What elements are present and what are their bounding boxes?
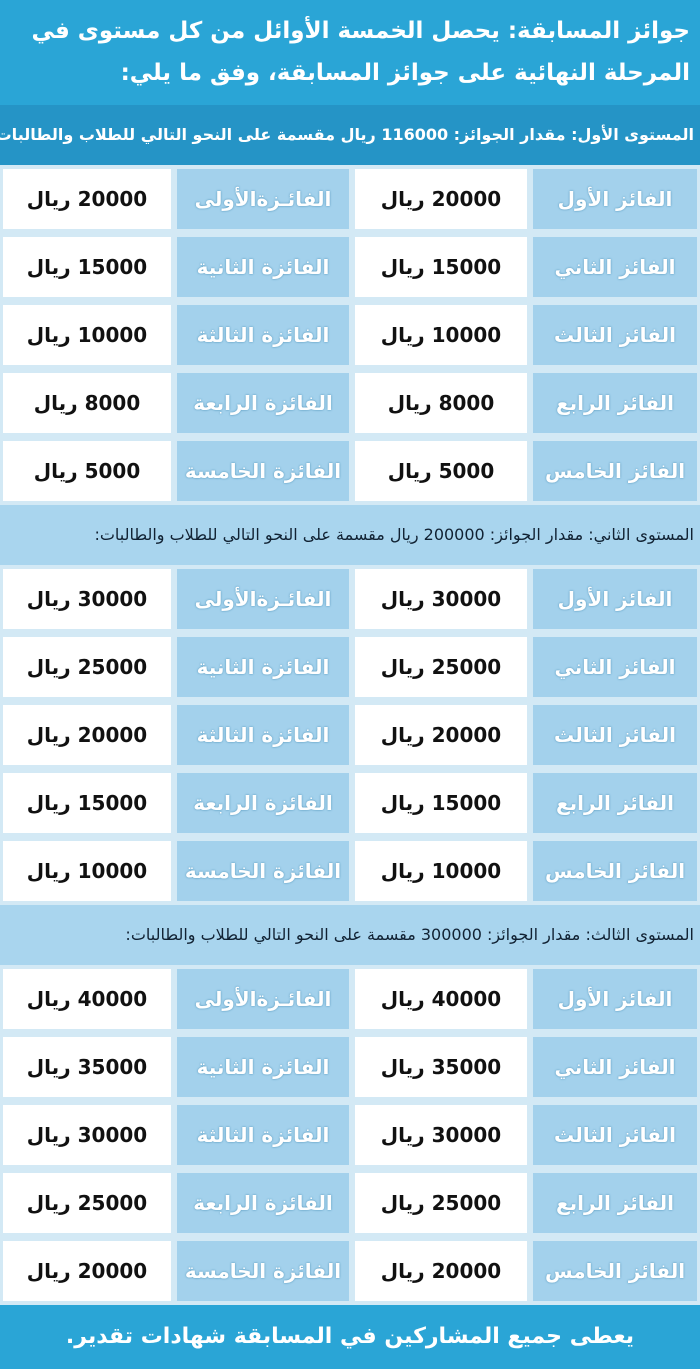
prize-amount: 35000 ريال: [355, 1037, 527, 1097]
rank-label: الفائزة الثالثة: [177, 705, 349, 765]
level-heading: المستوى الثاني: مقدار الجوائز: 200000 ري…: [0, 505, 700, 565]
prize-row: الفائز الثاني 35000 ريال الفائزة الثانية 35…: [0, 1033, 700, 1101]
rank-label: الفائـزةالأولى: [177, 969, 349, 1029]
rank-label: الفائز الرابع: [533, 373, 697, 433]
prize-amount: 15000 ريال: [355, 773, 527, 833]
rank-label: الفائز الخامس: [533, 441, 697, 501]
prize-row: الفائز الرابع 8000 ريال الفائزة الرابعة 800…: [0, 369, 700, 437]
prize-amount: 10000 ريال: [3, 841, 171, 901]
rank-label: الفائز الخامس: [533, 1241, 697, 1301]
rank-label: الفائزة الثالثة: [177, 305, 349, 365]
prize-row: الفائز الخامس 20000 ريال الفائزة الخامسة 20…: [0, 1237, 700, 1305]
rank-label: الفائـزةالأولى: [177, 169, 349, 229]
prize-amount: 8000 ريال: [3, 373, 171, 433]
rank-label: الفائزة الرابعة: [177, 1173, 349, 1233]
prize-amount: 10000 ريال: [355, 841, 527, 901]
prize-amount: 40000 ريال: [3, 969, 171, 1029]
prize-row: الفائز الثاني 25000 ريال الفائزة الثانية 25…: [0, 633, 700, 701]
prize-row: الفائز الأول 40000 ريال الفائـزةالأولى 4000…: [0, 965, 700, 1033]
prize-amount: 20000 ريال: [355, 1241, 527, 1301]
rank-label: الفائزة الرابعة: [177, 773, 349, 833]
prize-amount: 30000 ريال: [3, 1105, 171, 1165]
rank-label: الفائزة الرابعة: [177, 373, 349, 433]
prize-row: الفائز الثاني 15000 ريال الفائزة الثانية 15…: [0, 233, 700, 301]
prize-amount: 5000 ريال: [355, 441, 527, 501]
prize-row: الفائز الأول 20000 ريال الفائـزةالأولى 2000…: [0, 165, 700, 233]
rank-label: الفائز الأول: [533, 169, 697, 229]
rank-label: الفائـزةالأولى: [177, 569, 349, 629]
prize-row: الفائز الثالث 20000 ريال الفائزة الثالثة 20…: [0, 701, 700, 769]
prize-amount: 5000 ريال: [3, 441, 171, 501]
rank-label: الفائز الرابع: [533, 773, 697, 833]
prize-amount: 20000 ريال: [355, 169, 527, 229]
levels: المستوى الأول: مقدار الجوائز: 116000 ريا…: [0, 105, 700, 1305]
prize-amount: 20000 ريال: [3, 169, 171, 229]
rank-label: الفائزة الثانية: [177, 237, 349, 297]
prize-row: الفائز الرابع 25000 ريال الفائزة الرابعة 25…: [0, 1169, 700, 1237]
rank-label: الفائزة الثانية: [177, 637, 349, 697]
rank-label: الفائزة الثانية: [177, 1037, 349, 1097]
rank-label: الفائز الرابع: [533, 1173, 697, 1233]
prize-amount: 40000 ريال: [355, 969, 527, 1029]
prize-row: الفائز الأول 30000 ريال الفائـزةالأولى 3000…: [0, 565, 700, 633]
prize-amount: 35000 ريال: [3, 1037, 171, 1097]
header-title: جوائز المسابقة: يحصل الخمسة الأوائل من ك…: [0, 0, 700, 105]
prize-row: الفائز الخامس 10000 ريال الفائزة الخامسة 10…: [0, 837, 700, 905]
prize-amount: 15000 ريال: [3, 773, 171, 833]
rank-label: الفائز الثالث: [533, 305, 697, 365]
rank-label: الفائز الثالث: [533, 705, 697, 765]
prize-amount: 20000 ريال: [3, 705, 171, 765]
rank-label: الفائز الأول: [533, 569, 697, 629]
rank-label: الفائز الثالث: [533, 1105, 697, 1165]
prize-amount: 8000 ريال: [355, 373, 527, 433]
prize-row: الفائز الثالث 30000 ريال الفائزة الثالثة 30…: [0, 1101, 700, 1169]
prize-amount: 25000 ريال: [3, 1173, 171, 1233]
prize-amount: 10000 ريال: [3, 305, 171, 365]
footer: يعطى جميع المشاركين في المسابقة شهادات ت…: [0, 1305, 700, 1369]
prize-amount: 10000 ريال: [355, 305, 527, 365]
rank-label: الفائز الثاني: [533, 1037, 697, 1097]
prize-amount: 30000 ريال: [3, 569, 171, 629]
prize-amount: 20000 ريال: [3, 1241, 171, 1301]
rank-label: الفائز الثاني: [533, 637, 697, 697]
prize-row: الفائز الثالث 10000 ريال الفائزة الثالثة 10…: [0, 301, 700, 369]
rank-label: الفائز الثاني: [533, 237, 697, 297]
rank-label: الفائزة الثالثة: [177, 1105, 349, 1165]
prize-amount: 15000 ريال: [3, 237, 171, 297]
prize-row: الفائز الخامس 5000 ريال الفائزة الخامسة 500…: [0, 437, 700, 505]
rank-label: الفائزة الخامسة: [177, 441, 349, 501]
rank-label: الفائز الخامس: [533, 841, 697, 901]
level-heading: المستوى الأول: مقدار الجوائز: 116000 ريا…: [0, 105, 700, 165]
prize-amount: 20000 ريال: [355, 705, 527, 765]
prize-amount: 30000 ريال: [355, 1105, 527, 1165]
rank-label: الفائزة الخامسة: [177, 841, 349, 901]
prize-amount: 25000 ريال: [3, 637, 171, 697]
prize-amount: 30000 ريال: [355, 569, 527, 629]
prize-amount: 25000 ريال: [355, 637, 527, 697]
prize-row: الفائز الرابع 15000 ريال الفائزة الرابعة 15…: [0, 769, 700, 837]
rank-label: الفائزة الخامسة: [177, 1241, 349, 1301]
level-heading: المستوى الثالث: مقدار الجوائز: 300000 مق…: [0, 905, 700, 965]
rank-label: الفائز الأول: [533, 969, 697, 1029]
prize-amount: 15000 ريال: [355, 237, 527, 297]
prize-amount: 25000 ريال: [355, 1173, 527, 1233]
